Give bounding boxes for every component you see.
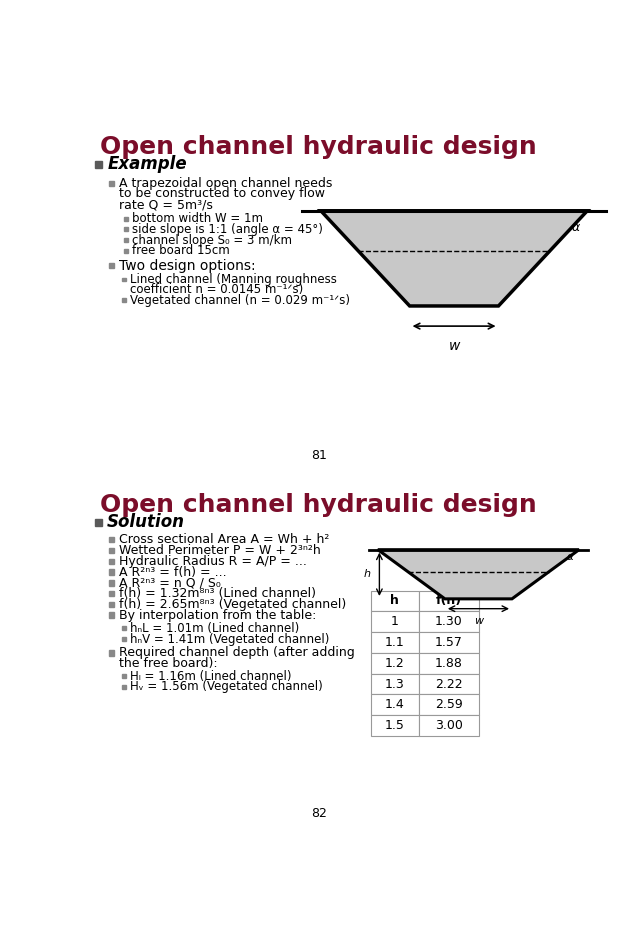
Text: $\alpha$: $\alpha$: [565, 552, 574, 562]
Bar: [371, 632, 419, 653]
Bar: [122, 299, 126, 302]
Bar: [371, 695, 419, 715]
Text: A trapezoidal open channel needs: A trapezoidal open channel needs: [119, 177, 332, 190]
Text: Solution: Solution: [107, 513, 185, 531]
Bar: [109, 180, 114, 186]
Text: 2.59: 2.59: [435, 698, 463, 711]
Text: coefficient n = 0.0145 m⁻¹ᐟs): coefficient n = 0.0145 m⁻¹ᐟs): [129, 283, 303, 296]
Bar: [124, 217, 128, 220]
Text: 1.2: 1.2: [385, 657, 404, 670]
Text: Open channel hydraulic design: Open channel hydraulic design: [100, 135, 537, 159]
Text: 82: 82: [311, 807, 327, 820]
Text: rate Q = 5m³/s: rate Q = 5m³/s: [119, 198, 213, 211]
Text: A R²ⁿ³ = n Q / S₀: A R²ⁿ³ = n Q / S₀: [119, 577, 221, 590]
Text: 1.1: 1.1: [385, 636, 404, 649]
Text: By interpolation from the table:: By interpolation from the table:: [119, 608, 316, 621]
Bar: [122, 277, 126, 282]
Text: $\alpha$: $\alpha$: [571, 221, 581, 234]
Bar: [95, 519, 102, 525]
Bar: [109, 591, 114, 596]
Text: Two design options:: Two design options:: [119, 259, 256, 272]
Text: 1.88: 1.88: [435, 657, 463, 670]
Bar: [109, 650, 114, 656]
Text: Required channel depth (after adding: Required channel depth (after adding: [119, 646, 355, 659]
Bar: [122, 626, 126, 631]
Text: 3.00: 3.00: [435, 719, 463, 732]
Bar: [122, 637, 126, 641]
Text: Open channel hydraulic design: Open channel hydraulic design: [100, 493, 537, 517]
Bar: [419, 695, 479, 715]
Bar: [419, 611, 479, 632]
Bar: [371, 673, 419, 695]
Text: A R²ⁿ³ = f(h) = ...: A R²ⁿ³ = f(h) = ...: [119, 565, 226, 578]
Text: f(h) = 2.65m⁸ⁿ³ (Vegetated channel): f(h) = 2.65m⁸ⁿ³ (Vegetated channel): [119, 598, 346, 611]
Text: 2.22: 2.22: [435, 678, 463, 691]
Text: 1.5: 1.5: [385, 719, 405, 732]
Text: w: w: [448, 339, 460, 352]
Text: the free board):: the free board):: [119, 658, 218, 671]
Bar: [371, 715, 419, 736]
Text: free board 15cm: free board 15cm: [132, 245, 230, 258]
Text: Vegetated channel (n = 0.029 m⁻¹ᐟs): Vegetated channel (n = 0.029 m⁻¹ᐟs): [129, 294, 350, 307]
Bar: [419, 591, 479, 611]
Text: w: w: [474, 616, 483, 626]
Bar: [109, 537, 114, 542]
Polygon shape: [378, 550, 579, 599]
Bar: [95, 161, 102, 167]
Bar: [124, 228, 128, 232]
Text: 1.57: 1.57: [435, 636, 463, 649]
Text: 81: 81: [311, 449, 327, 462]
Bar: [109, 613, 114, 618]
Text: Hₗ = 1.16m (Lined channel): Hₗ = 1.16m (Lined channel): [129, 670, 291, 683]
Bar: [109, 548, 114, 553]
Bar: [109, 602, 114, 607]
Bar: [109, 559, 114, 564]
Text: 1.3: 1.3: [385, 678, 404, 691]
Text: h: h: [390, 594, 399, 607]
Bar: [109, 263, 114, 268]
Bar: [122, 674, 126, 678]
Text: 1.4: 1.4: [385, 698, 404, 711]
Bar: [419, 715, 479, 736]
Bar: [109, 580, 114, 586]
Text: f(h): f(h): [436, 594, 462, 607]
Bar: [419, 673, 479, 695]
Polygon shape: [321, 211, 587, 306]
Text: hₙL = 1.01m (Lined channel): hₙL = 1.01m (Lined channel): [129, 622, 299, 635]
Text: 1: 1: [391, 616, 399, 629]
Bar: [371, 591, 419, 611]
Text: channel slope S₀ = 3 m/km: channel slope S₀ = 3 m/km: [132, 233, 292, 246]
Text: hₙV = 1.41m (Vegetated channel): hₙV = 1.41m (Vegetated channel): [129, 632, 329, 645]
Text: side slope is 1:1 (angle α = 45°): side slope is 1:1 (angle α = 45°): [132, 223, 323, 236]
Bar: [371, 611, 419, 632]
Bar: [124, 238, 128, 242]
Bar: [109, 569, 114, 575]
Text: f(h) = 1.32m⁸ⁿ³ (Lined channel): f(h) = 1.32m⁸ⁿ³ (Lined channel): [119, 587, 316, 600]
Bar: [419, 653, 479, 673]
Bar: [419, 632, 479, 653]
Text: to be constructed to convey flow: to be constructed to convey flow: [119, 188, 325, 201]
Text: Example: Example: [107, 155, 187, 173]
Bar: [122, 684, 126, 689]
Text: Cross sectional Area A = Wh + h²: Cross sectional Area A = Wh + h²: [119, 533, 329, 546]
Text: 1.30: 1.30: [435, 616, 463, 629]
Text: Lined channel (Manning roughness: Lined channel (Manning roughness: [129, 273, 337, 286]
Text: Hydraulic Radius R = A/P = ...: Hydraulic Radius R = A/P = ...: [119, 555, 307, 568]
Text: Wetted Perimeter P = W + 2³ⁿ²h: Wetted Perimeter P = W + 2³ⁿ²h: [119, 544, 320, 557]
Text: h: h: [363, 569, 370, 579]
Text: bottom width W = 1m: bottom width W = 1m: [132, 212, 263, 225]
Bar: [124, 249, 128, 253]
Bar: [371, 653, 419, 673]
Text: Hᵥ = 1.56m (Vegetated channel): Hᵥ = 1.56m (Vegetated channel): [129, 680, 322, 693]
